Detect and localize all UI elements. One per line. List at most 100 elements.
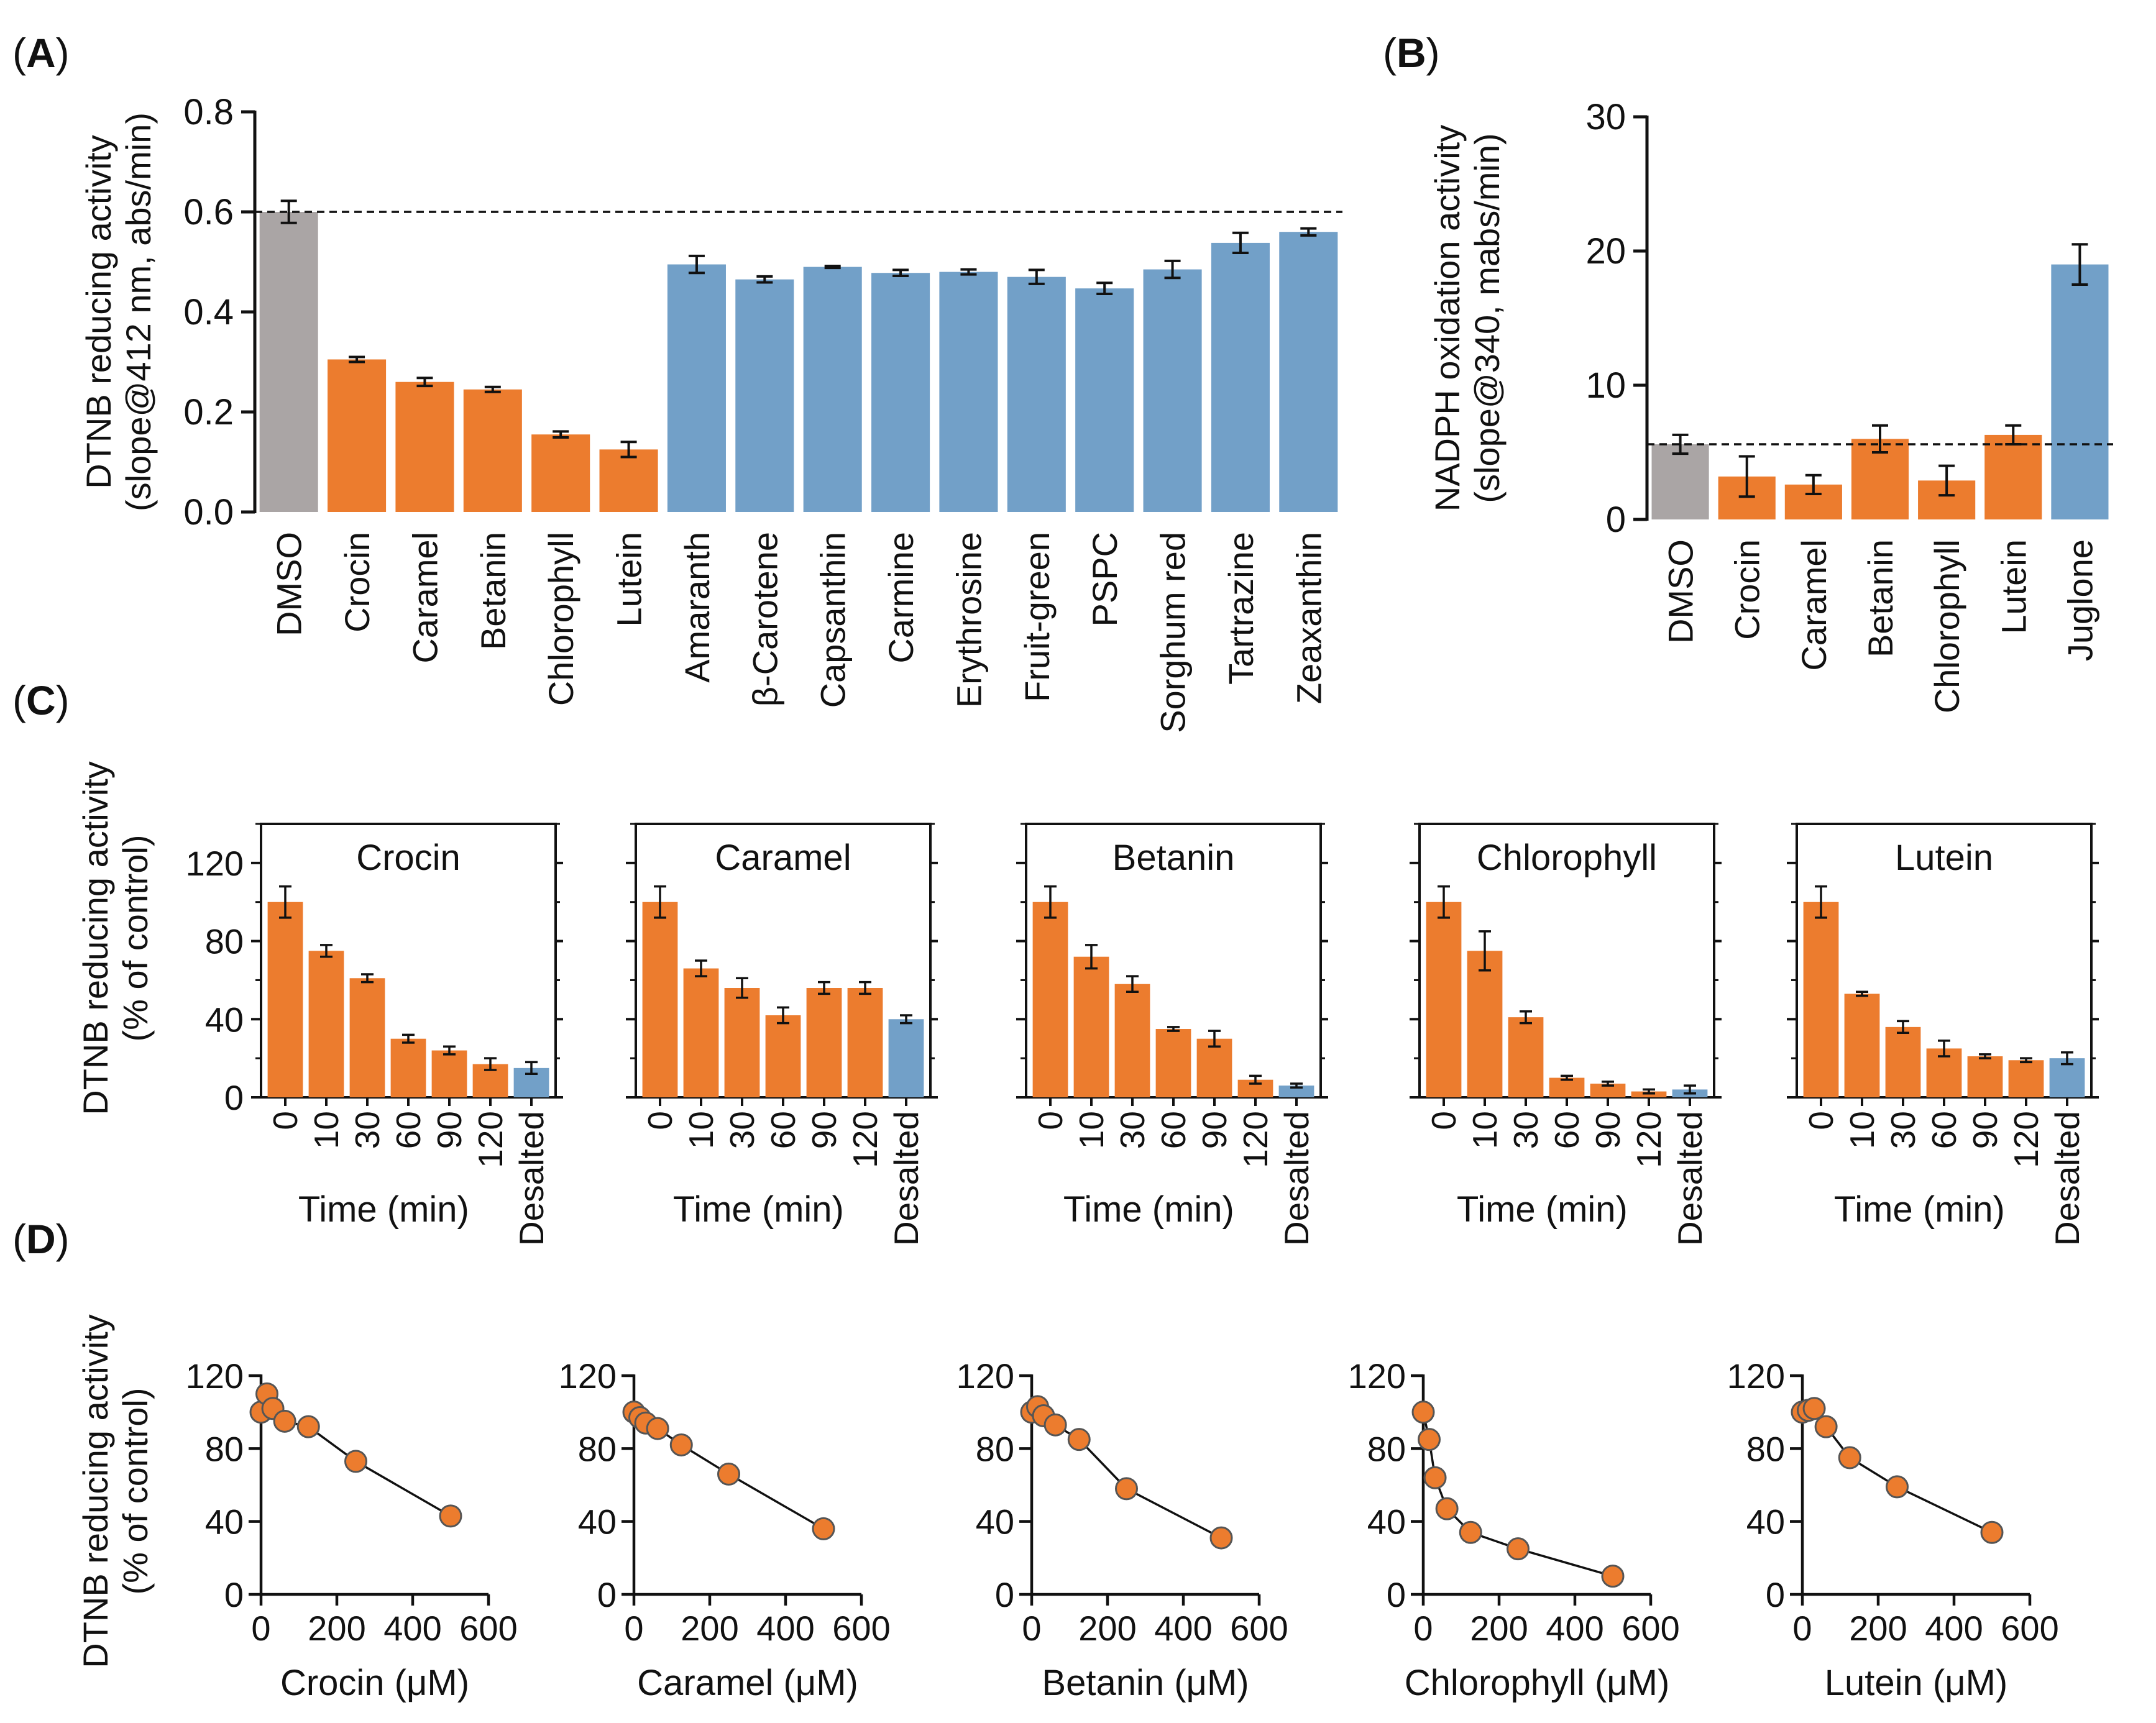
panel-b-bar-DMSO xyxy=(1651,444,1709,519)
panel-b-bar-Lutein xyxy=(1984,434,2042,519)
panel-c-xtick-label: 120 xyxy=(846,1111,884,1168)
panel-a-bar-β-Carotene xyxy=(735,279,794,512)
panel-c-bar-60 xyxy=(1155,1029,1191,1097)
panel-d-xtick-label: 0 xyxy=(251,1609,270,1648)
panel-label-c: (C) xyxy=(12,677,70,723)
panel-d-data-point xyxy=(1459,1520,1482,1544)
panel-d-xtick-label: 200 xyxy=(1470,1609,1528,1648)
panel-d-xtick-label: 600 xyxy=(459,1609,517,1648)
panel-d-xtick-label: 600 xyxy=(1230,1609,1288,1648)
panel-a-bar-DMSO xyxy=(259,212,318,512)
panel-a-bar-Carmine xyxy=(871,273,930,512)
panel-d-ytick-label: 0 xyxy=(224,1575,244,1614)
panel-c-xlabel: Time (min) xyxy=(1834,1189,2005,1230)
panel-c-bar-60 xyxy=(390,1038,426,1097)
panel-d-ytick-label: 120 xyxy=(1727,1356,1785,1396)
panel-d-xtick-label: 400 xyxy=(383,1609,441,1648)
panel-c-xtick-label: 30 xyxy=(723,1111,761,1149)
panel-d-ytick-label: 40 xyxy=(578,1502,617,1542)
panel-a-xtick-label: β-Carotene xyxy=(745,532,784,706)
panel-d-data-point xyxy=(1435,1497,1459,1520)
panel-c-bar-0 xyxy=(1426,902,1462,1097)
panel-a-bar-Sorghum red xyxy=(1143,269,1202,512)
panel-c-bar-0 xyxy=(642,902,678,1097)
panel-c-xtick-label: 120 xyxy=(471,1111,510,1168)
panel-a-xtick-label: Tartrazine xyxy=(1221,532,1260,685)
panel-a-ylabel: DTNB reducing activity(slope@412 nm, abs… xyxy=(79,112,158,511)
panel-b-ylabel-line-1: NADPH oxidation activity xyxy=(1428,125,1467,511)
panel-a-xtick-label: Carmine xyxy=(881,532,920,664)
panel-d-data-point xyxy=(1601,1565,1625,1588)
panel-c-xtick-label: 90 xyxy=(1589,1111,1627,1149)
panel-c-xtick-label: 60 xyxy=(1548,1111,1586,1149)
panel-c-ylabel-line-1: DTNB reducing activity xyxy=(76,761,115,1115)
panel-c-bar-0 xyxy=(1032,902,1068,1097)
panel-b-xtick-label: Caramel xyxy=(1794,539,1833,671)
panel-d-data-point xyxy=(717,1462,740,1486)
panel-c-bar-90 xyxy=(806,988,842,1097)
panel-label-b: (B) xyxy=(1383,30,1440,76)
panel-c-ylabel: DTNB reducing activity(% of control) xyxy=(76,761,155,1115)
panel-c-title: Betanin xyxy=(1112,838,1235,878)
panel-c-title: Lutein xyxy=(1895,838,1993,878)
panel-d-data-point xyxy=(1886,1475,1909,1499)
panel-c-bar-10 xyxy=(308,951,344,1097)
panel-c-xtick-label: 0 xyxy=(1424,1111,1463,1130)
panel-b-bar-Juglone xyxy=(2051,264,2109,519)
panel-d-xtick-label: 400 xyxy=(1546,1609,1603,1648)
panel-label-a: (A) xyxy=(12,30,70,76)
panel-c-bar-90 xyxy=(431,1050,467,1097)
panel-c-xtick-label: 0 xyxy=(1802,1111,1840,1130)
panel-c-bar-10 xyxy=(1467,951,1503,1097)
panel-a-bar-Zeaxanthin xyxy=(1279,232,1338,512)
panel-c-subplot-Betanin: Betanin 0 10 30 60 90 120 Desalted Time (min) xyxy=(1016,823,1328,1246)
panel-d-ytick-label: 40 xyxy=(1367,1502,1406,1542)
panel-c-xtick-label: 10 xyxy=(1072,1111,1111,1149)
panel-c-bar-60 xyxy=(765,1015,801,1097)
panel-b-ytick-label: 0 xyxy=(1606,500,1626,540)
panel-a-xtick-label: Crocin xyxy=(337,532,377,633)
panel-a-ylabel-line-1: DTNB reducing activity xyxy=(79,135,118,489)
panel-d-xlabel: Betanin (μM) xyxy=(1042,1663,1249,1703)
panel-d-data-point xyxy=(273,1409,296,1433)
panel-c-subplot-Chlorophyll: Chlorophyll 0 10 30 60 90 120 Desalted Time (min… xyxy=(1410,823,1722,1246)
panel-d-xtick-label: 600 xyxy=(1622,1609,1679,1648)
panel-a-bar-Capsanthin xyxy=(803,267,862,512)
panel-c-bar-30 xyxy=(1114,984,1150,1097)
panel-d-ylabel-line-2: (% of control) xyxy=(116,1388,155,1595)
panel-c-title: Caramel xyxy=(715,838,851,878)
panel-c-xtick-label: 30 xyxy=(348,1111,387,1149)
panel-a-bar-Tartrazine xyxy=(1211,242,1270,512)
panel-c-xtick-label: 10 xyxy=(682,1111,720,1149)
panel-d-data-point xyxy=(1423,1466,1447,1489)
panel-c-bar-30 xyxy=(1885,1026,1921,1097)
panel-c-xtick-label: 60 xyxy=(1154,1111,1193,1149)
panel-a-bar-Erythrosine xyxy=(939,272,998,512)
panel-d-subplot-Caramel (μM): 0 40 80 120 0 200 400 600 Caramel (μM) xyxy=(559,1356,891,1703)
panel-d-data-point xyxy=(1067,1428,1091,1451)
panel-a-xtick-label: Amaranth xyxy=(677,532,717,683)
panel-a-bar-Caramel xyxy=(395,382,454,512)
panel-d-xlabel: Caramel (μM) xyxy=(637,1663,858,1703)
panel-b-xtick-label: DMSO xyxy=(1661,539,1700,644)
panel-d-ytick-label: 120 xyxy=(186,1356,244,1396)
panel-d-data-point xyxy=(1802,1397,1826,1420)
panel-d-xtick-label: 0 xyxy=(1022,1609,1041,1648)
panel-c-bar-30 xyxy=(1508,1017,1544,1097)
panel-b-ylabel: NADPH oxidation activity(slope@340, mabs… xyxy=(1428,125,1507,511)
panel-b-ytick-label: 20 xyxy=(1585,231,1626,272)
panel-c-bar-30 xyxy=(724,988,760,1097)
panel-a-ytick-label: 0.6 xyxy=(183,192,234,232)
panel-a-xtick-label: Capsanthin xyxy=(814,532,853,708)
panel-c-bar-120 xyxy=(847,988,883,1097)
panel-c-xtick-label: Desalted xyxy=(887,1111,925,1246)
panel-c-xtick-label: Desalted xyxy=(1277,1111,1316,1246)
panel-c-ylabel-line-2: (% of control) xyxy=(116,835,155,1042)
panel-d-xtick-label: 600 xyxy=(832,1609,890,1648)
panel-d-xtick-label: 0 xyxy=(624,1609,643,1648)
panel-c-xlabel: Time (min) xyxy=(673,1189,844,1230)
panel-d-ytick-label: 120 xyxy=(559,1356,617,1396)
panel-d-data-point xyxy=(1209,1526,1233,1550)
